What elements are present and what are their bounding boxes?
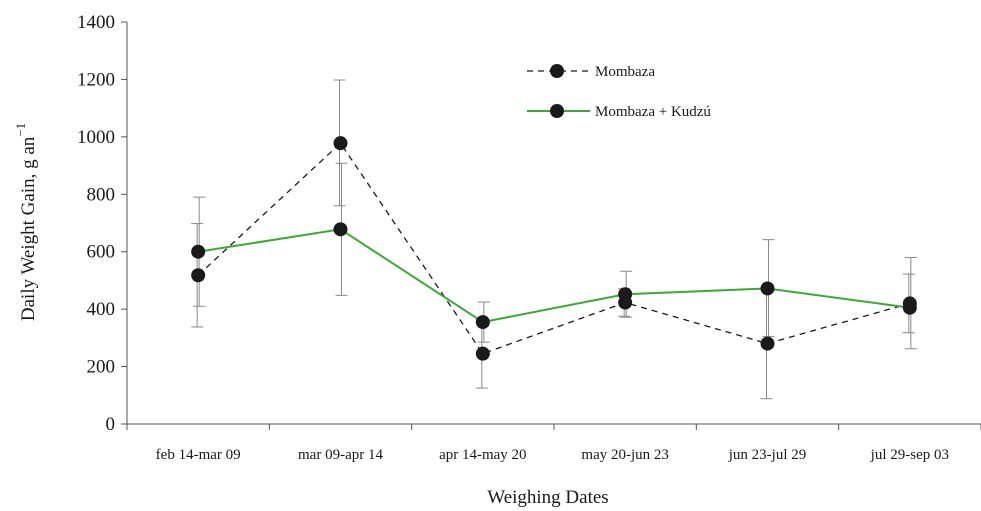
y-tick-label: 200: [87, 357, 116, 378]
y-axis: 0 200 400 600 800 1000 1200 1400: [77, 12, 128, 435]
x-tick-label: feb 14-mar 09: [156, 447, 241, 463]
legend: Mombaza Mombaza + Kudzú: [527, 64, 711, 120]
data-point-mombaza-kudzu: [760, 281, 775, 296]
y-tick-label: 600: [87, 242, 116, 263]
y-tick-label: 1000: [77, 127, 115, 148]
data-points: [191, 136, 917, 361]
x-tick-label: jul 29-sep 03: [870, 447, 949, 463]
data-point-mombaza: [760, 336, 775, 351]
legend-item-mombaza-kudzu: Mombaza + Kudzú: [527, 104, 711, 120]
x-axis: feb 14-mar 09 mar 09-apr 14 apr 14-may 20 m…: [126, 423, 981, 463]
y-tick-label: 0: [106, 414, 116, 435]
y-tick-label: 400: [87, 299, 116, 320]
legend-item-mombaza: Mombaza: [527, 64, 655, 80]
data-point-mombaza-kudzu: [618, 287, 633, 302]
x-tick-label: may 20-jun 23: [581, 447, 669, 463]
x-tick-label: mar 09-apr 14: [298, 447, 383, 463]
y-tick-label: 800: [87, 184, 116, 205]
y-ticks: 0 200 400 600 800 1000 1200 1400: [77, 12, 127, 435]
x-tick-label: jun 23-jul 29: [728, 447, 807, 463]
y-axis-title-main: Daily Weight Gain, g an: [18, 136, 39, 321]
legend-marker-mombaza: [550, 64, 564, 78]
data-point-mombaza-kudzu: [902, 300, 917, 315]
data-point-mombaza-kudzu: [333, 222, 348, 237]
series-line-mombaza-kudzu: [198, 228, 910, 324]
data-point-mombaza-kudzu: [475, 315, 490, 330]
data-point-mombaza: [475, 346, 490, 361]
data-point-mombaza-kudzu: [191, 244, 206, 259]
legend-label-mombaza: Mombaza: [595, 64, 655, 80]
y-tick-label: 1400: [77, 12, 115, 33]
x-axis-title: Weighing Dates: [487, 487, 608, 508]
error-bars: [191, 79, 917, 400]
x-ticks: feb 14-mar 09 mar 09-apr 14 apr 14-may 20 m…: [126, 424, 981, 463]
y-tick-label: 1200: [77, 69, 115, 90]
data-point-mombaza: [333, 136, 348, 151]
y-axis-title: Daily Weight Gain, g an−1: [13, 123, 39, 321]
y-axis-title-superscript: −1: [13, 123, 28, 137]
legend-label-mombaza-kudzu: Mombaza + Kudzú: [595, 104, 711, 120]
series-line-mombaza: [197, 142, 911, 355]
x-tick-label: apr 14-may 20: [439, 447, 526, 463]
legend-marker-mombaza-kudzu: [550, 104, 564, 118]
series-lines: [197, 142, 911, 355]
data-point-mombaza: [191, 268, 206, 283]
